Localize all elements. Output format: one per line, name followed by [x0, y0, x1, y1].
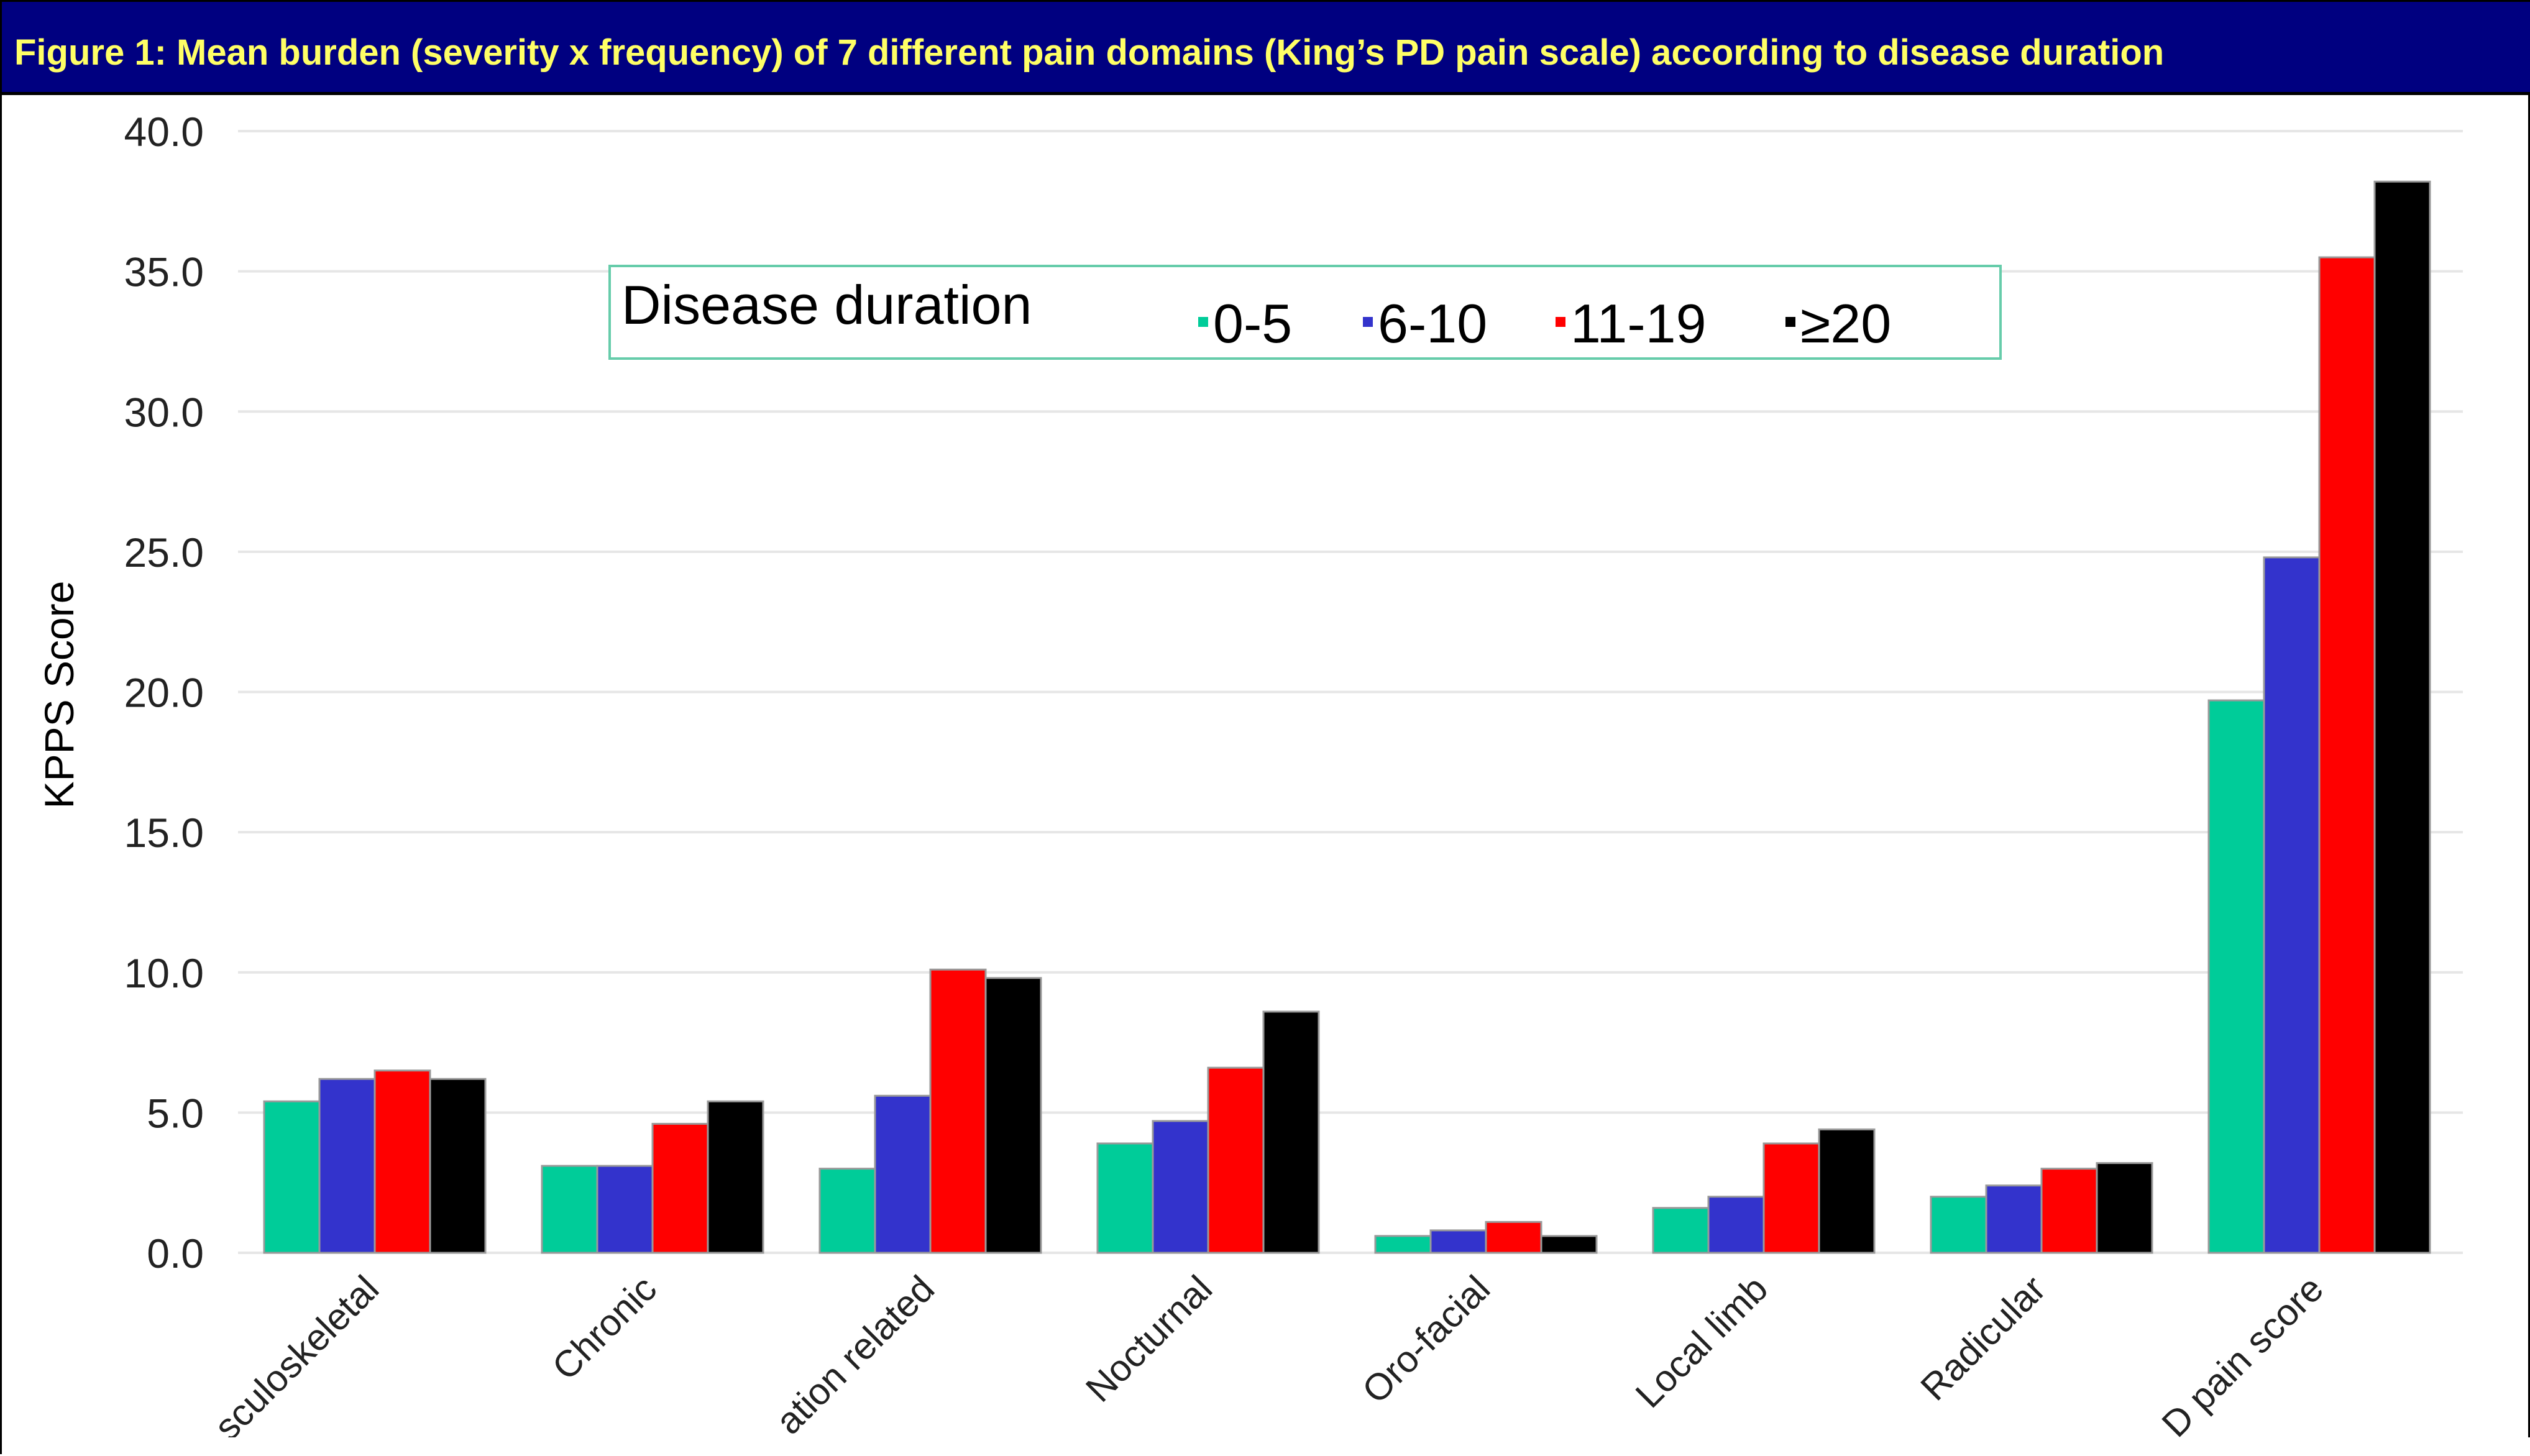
legend-label: 0-5	[1213, 293, 1292, 354]
bar	[929, 968, 987, 1254]
bar	[1930, 1196, 1987, 1254]
bar	[596, 1165, 654, 1254]
bar	[1985, 1184, 2043, 1254]
x-tick-label: Chronic	[544, 1268, 665, 1388]
bar	[1096, 1142, 1154, 1254]
bar	[2207, 699, 2265, 1254]
figure-title: Figure 1: Mean burden (severity x freque…	[14, 32, 2165, 73]
bar	[651, 1122, 709, 1254]
y-tick-label: 20.0	[124, 670, 204, 716]
legend-swatch	[1363, 317, 1373, 327]
legend-swatch	[1785, 317, 1795, 327]
x-tick-label: Radicular	[1913, 1268, 2054, 1409]
bar	[263, 1100, 321, 1254]
legend-title: Disease duration	[621, 274, 1032, 336]
x-tick-label: Local limb	[1628, 1268, 1776, 1416]
bar-chart: 0.0 5.0 10.0 15.0 20.0 25.0 30.0 35.0 40.0 KPPS S…	[36, 109, 2463, 1448]
y-tick-label: 35.0	[124, 249, 204, 295]
y-tick-label: 30.0	[124, 389, 204, 435]
bar	[1652, 1207, 1710, 1254]
y-tick-label: 0.0	[147, 1230, 204, 1276]
legend-label: 11-19	[1570, 293, 1707, 354]
y-axis-label: KPPS Score	[36, 581, 82, 809]
y-tick-label: 40.0	[124, 109, 204, 155]
legend-swatch	[1198, 317, 1208, 327]
x-tick-label: Oro-facial	[1354, 1268, 1498, 1411]
legend-label: ≥20	[1800, 293, 1891, 354]
bar	[1540, 1235, 1598, 1254]
y-tick-label: 15.0	[124, 810, 204, 856]
bar	[1152, 1120, 1209, 1254]
bar	[374, 1069, 431, 1254]
bar	[1207, 1066, 1265, 1254]
bar	[2373, 180, 2431, 1254]
bar	[1374, 1235, 1432, 1254]
x-tick-label: ation related	[768, 1268, 942, 1442]
bar	[2040, 1168, 2098, 1254]
bar	[1262, 1010, 1320, 1254]
bar	[541, 1165, 598, 1254]
bar	[318, 1078, 376, 1254]
bar	[2263, 556, 2321, 1254]
bar	[1485, 1220, 1542, 1254]
bar	[818, 1168, 876, 1254]
bar	[2096, 1162, 2153, 1254]
bar	[2318, 256, 2376, 1254]
bottom-margin	[2, 1437, 2530, 1456]
bar	[707, 1100, 764, 1254]
legend-label: 6-10	[1378, 293, 1487, 354]
x-tick-label: sculoskeletal	[206, 1268, 387, 1448]
legend-swatch	[1556, 317, 1565, 327]
bar	[1707, 1196, 1765, 1254]
figure-title-bar: Figure 1: Mean burden (severity x freque…	[2, 2, 2530, 95]
bar	[984, 977, 1042, 1254]
y-tick-label: 5.0	[147, 1090, 204, 1136]
y-tick-label: 10.0	[124, 950, 204, 996]
x-tick-label: D pain score	[2154, 1268, 2332, 1445]
x-tick-label: Nocturnal	[1078, 1268, 1220, 1410]
legend-box	[608, 265, 2002, 360]
bar	[1762, 1142, 1820, 1254]
bar	[1818, 1128, 1876, 1254]
y-tick-label: 25.0	[124, 529, 204, 575]
bar	[1429, 1229, 1487, 1254]
bar	[429, 1078, 487, 1254]
bar	[874, 1094, 932, 1254]
